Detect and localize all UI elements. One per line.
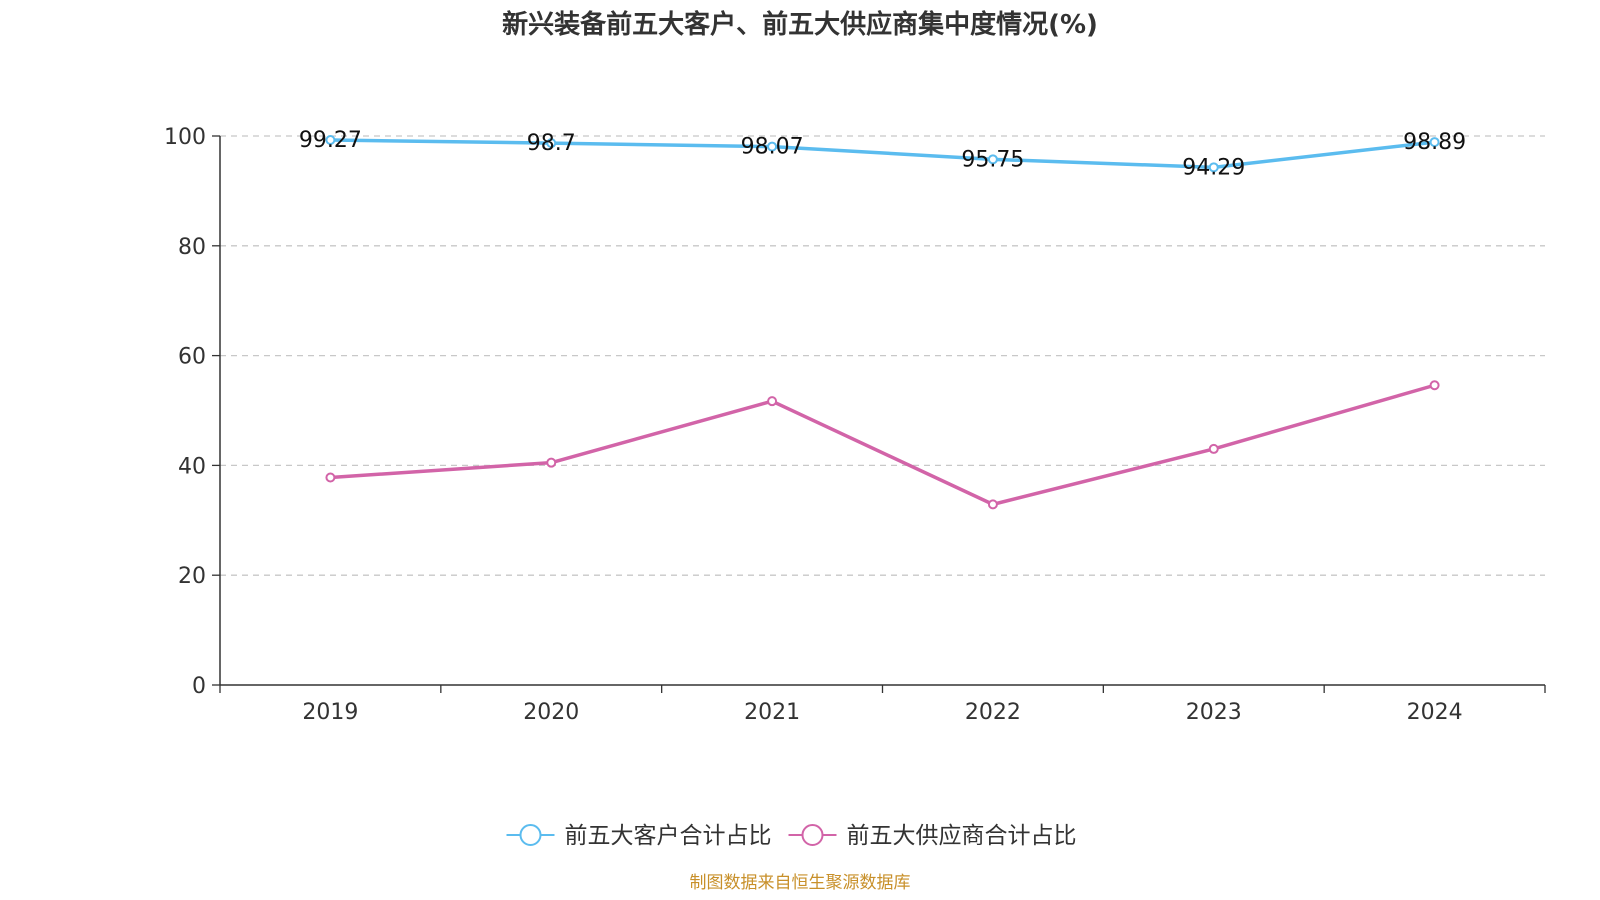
series-lines [330,138,1436,507]
data-point [1208,443,1219,454]
series-line-1 [330,138,1435,170]
data-label: 94.29 [1182,155,1245,180]
data-point [1208,162,1219,173]
data-label: 98.7 [527,131,576,156]
x-tick-label: 2022 [965,700,1021,725]
data-point [987,154,998,165]
data-point [325,472,336,483]
legend: 前五大客户合计占比 前五大供应商合计占比 [506,823,1077,849]
x-tick-label: 2023 [1186,700,1242,725]
axes [212,135,1546,693]
x-tick-label: 2019 [302,700,358,725]
y-tick-labels: 0 20 40 60 80 100 [164,125,206,699]
legend-label-2: 前五大供应商合计占比 [847,823,1077,849]
data-point [767,141,778,152]
data-point [546,138,557,149]
y-tick-label: 100 [164,125,206,150]
y-tick-label: 0 [192,674,206,699]
data-label: 98.89 [1403,130,1466,155]
series-line-2 [330,383,1436,507]
data-point [546,457,557,468]
series-points [325,135,1440,510]
data-point [767,396,778,407]
data-label: 99.27 [299,128,362,153]
data-point [987,499,998,510]
data-label: 98.07 [741,135,804,160]
x-tick-labels: 2019 2020 2021 2022 2023 2024 [302,700,1462,725]
grid-lines [220,135,1545,576]
legend-marker-1 [519,824,542,846]
chart-title: 新兴装备前五大客户、前五大供应商集中度情况(%) [502,10,1098,40]
y-tick-label: 40 [178,454,206,479]
legend-label-1: 前五大客户合计占比 [565,823,772,849]
source-note: 制图数据来自恒生聚源数据库 [689,873,911,893]
x-tick-label: 2024 [1407,700,1463,725]
data-point [1429,137,1440,148]
data-labels: 99.27 98.7 98.07 95.75 94.29 98.89 [299,128,1466,180]
data-point [1429,380,1440,391]
x-tick-label: 2021 [744,700,800,725]
y-tick-label: 80 [178,235,206,260]
x-tick-label: 2020 [523,700,579,725]
y-tick-label: 60 [178,345,206,370]
legend-marker-2 [801,824,824,846]
data-label: 95.75 [961,147,1024,172]
y-tick-label: 20 [178,564,206,589]
data-point [325,135,336,146]
